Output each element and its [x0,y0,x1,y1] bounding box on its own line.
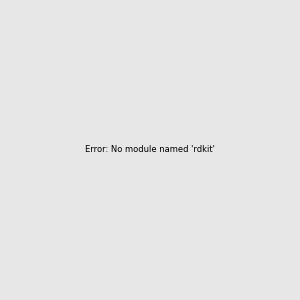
Text: Error: No module named 'rdkit': Error: No module named 'rdkit' [85,146,215,154]
